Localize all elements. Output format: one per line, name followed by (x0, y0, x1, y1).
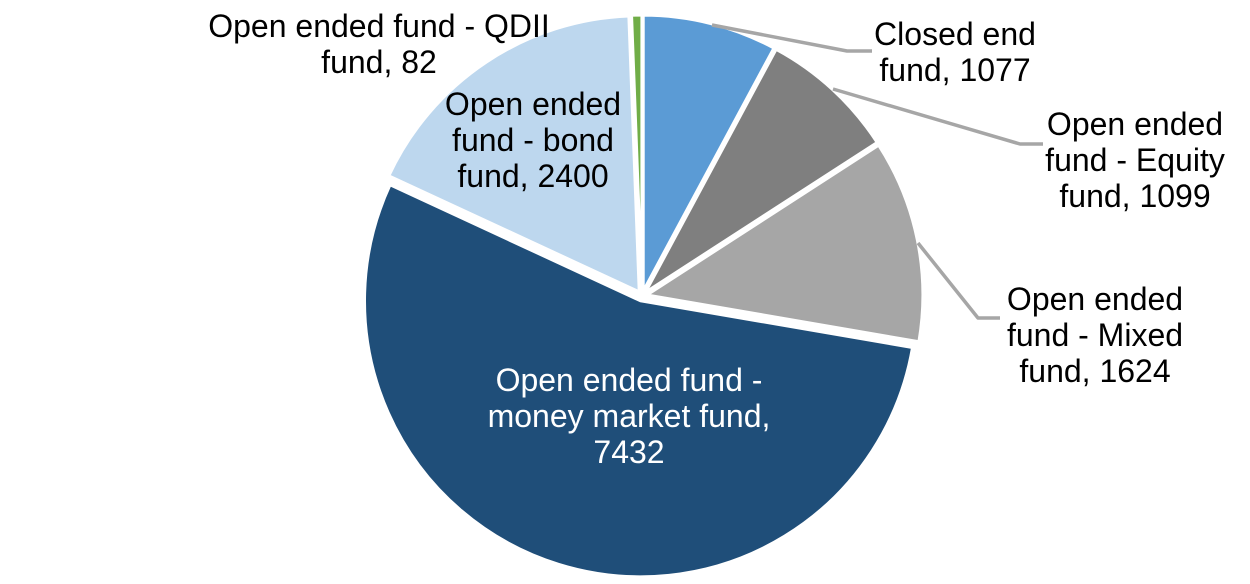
leader-line-closed-end-fund (711, 23, 872, 53)
pie-slice-bond-fund[interactable] (387, 14, 641, 294)
pie-slice-qdii-fund[interactable] (630, 13, 644, 293)
leader-line-equity-fund (832, 87, 1043, 146)
data-label-money-market-fund: Open ended fund - money market fund, 743… (487, 362, 771, 470)
data-label-equity-fund: Open ended fund - Equity fund, 1099 (1045, 106, 1225, 214)
pie-slice-mixed-fund[interactable] (645, 143, 925, 344)
data-label-bond-fund: Open ended fund - bond fund, 2400 (444, 86, 622, 194)
pie-slices (363, 13, 925, 579)
data-label-mixed-fund: Open ended fund - Mixed fund, 1624 (1006, 281, 1184, 389)
leader-line-mixed-fund (916, 241, 1000, 320)
data-label-closed-end-fund: Closed end fund, 1077 (874, 16, 1036, 88)
data-label-qdii-fund: Open ended fund - QDII fund, 82 (208, 8, 550, 80)
pie-slice-equity-fund[interactable] (643, 47, 879, 294)
pie-slice-closed-end-fund[interactable] (641, 13, 776, 293)
pie-slice-money-market-fund[interactable] (363, 183, 915, 579)
